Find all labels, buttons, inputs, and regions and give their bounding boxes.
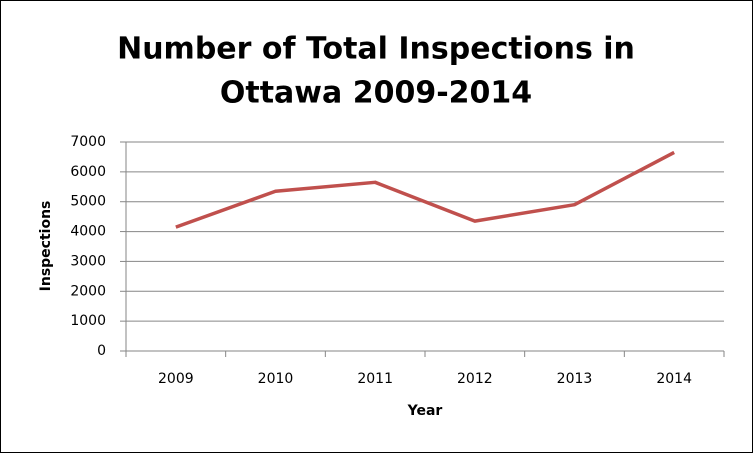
line bbox=[175, 150, 675, 229]
x-tick-label: 2011 bbox=[357, 371, 393, 387]
y-tick-label: 1000 bbox=[70, 313, 106, 329]
y-tick-label: 3000 bbox=[70, 253, 106, 269]
chart-title: Number of Total Inspections in bbox=[117, 32, 635, 67]
y-tick-label: 2000 bbox=[70, 283, 106, 299]
y-axis-title: Inspections bbox=[38, 201, 54, 292]
chart-title: Ottawa 2009-2014 bbox=[220, 76, 532, 111]
y-tick-label: 0 bbox=[97, 343, 106, 359]
x-tick-label: 2014 bbox=[656, 371, 692, 387]
y-tick-label: 6000 bbox=[70, 164, 106, 180]
x-tick-label: 2009 bbox=[158, 371, 194, 387]
x-tick-label: 2012 bbox=[457, 371, 493, 387]
x-axis-title: Year bbox=[407, 403, 443, 419]
x-tick-label: 2010 bbox=[258, 371, 294, 387]
y-tick-label: 5000 bbox=[70, 194, 106, 210]
x-tick-label: 2013 bbox=[557, 371, 593, 387]
y-tick-label: 7000 bbox=[70, 134, 106, 150]
y-tick-label: 4000 bbox=[70, 224, 106, 240]
